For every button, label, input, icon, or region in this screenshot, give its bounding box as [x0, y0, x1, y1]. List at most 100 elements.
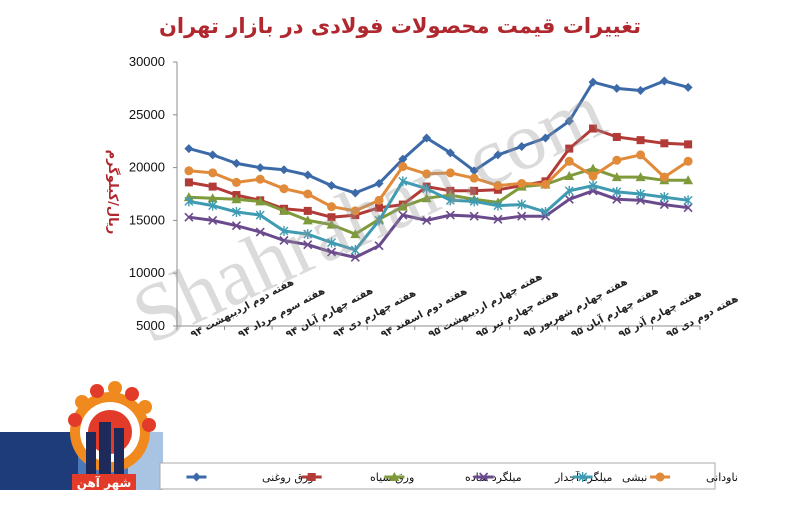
data-point — [588, 163, 599, 173]
data-point — [636, 150, 646, 160]
data-point — [422, 133, 432, 143]
data-point — [683, 156, 693, 166]
legend-marker — [655, 472, 665, 482]
series-line — [188, 167, 689, 236]
data-point — [327, 181, 337, 191]
data-point — [303, 170, 313, 180]
data-point — [612, 194, 622, 204]
data-point — [208, 200, 218, 211]
data-point — [398, 154, 408, 164]
data-point — [517, 211, 527, 221]
data-point — [564, 194, 574, 204]
y-axis-ticks: 5000 10000 15000 20000 25000 30000 — [129, 54, 177, 333]
legend-marker — [578, 472, 588, 482]
data-point — [398, 210, 408, 220]
data-point — [636, 189, 646, 199]
data-point — [445, 148, 455, 158]
data-point — [350, 229, 361, 239]
y-tick-label: 5000 — [136, 318, 165, 333]
data-point — [374, 195, 384, 205]
data-point — [469, 166, 479, 176]
y-tick-label: 15000 — [129, 212, 165, 227]
data-point — [493, 181, 503, 191]
data-point — [208, 150, 218, 160]
data-point — [303, 189, 313, 199]
data-point — [611, 172, 622, 182]
data-point — [540, 179, 550, 189]
data-point — [659, 199, 669, 210]
data-point — [327, 213, 336, 222]
data-point — [493, 214, 503, 224]
data-point — [397, 201, 408, 211]
data-point — [445, 210, 455, 220]
logo: شهر آهن — [0, 381, 163, 490]
data-point — [184, 166, 194, 176]
data-point — [303, 240, 313, 250]
legend-marker — [191, 472, 201, 482]
data-point — [659, 76, 669, 86]
data-point — [421, 193, 432, 203]
legend-item: ناودانی — [650, 471, 738, 484]
data-point — [255, 163, 265, 173]
data-point — [683, 175, 694, 185]
data-point — [635, 172, 646, 182]
y-axis-label: ریال/کیلوگرم — [105, 150, 121, 235]
data-point — [279, 184, 289, 194]
data-point — [422, 169, 432, 179]
data-point — [588, 171, 598, 181]
data-point — [470, 186, 479, 195]
legend-label: نبشی — [622, 471, 647, 484]
data-point — [231, 177, 241, 187]
data-point — [255, 227, 265, 237]
series-4 — [184, 176, 693, 255]
data-point — [350, 188, 360, 198]
data-point — [255, 174, 265, 184]
data-point — [660, 139, 669, 148]
data-point — [612, 132, 621, 141]
x-tick-label: هفته چهارم دی ۹۴ — [332, 288, 418, 341]
series-group — [183, 76, 694, 262]
data-point — [398, 162, 408, 172]
data-point — [445, 190, 456, 200]
data-point — [564, 185, 574, 196]
data-point — [279, 165, 289, 175]
data-point — [636, 86, 646, 96]
legend-marker — [479, 472, 489, 482]
data-point — [517, 178, 527, 188]
data-point — [422, 215, 432, 225]
data-point — [636, 136, 645, 145]
data-point — [683, 203, 693, 213]
data-point — [684, 140, 693, 149]
legend-box — [159, 462, 716, 490]
data-point — [278, 205, 289, 215]
data-point — [564, 171, 575, 181]
data-point — [517, 199, 527, 210]
series-5 — [184, 150, 693, 216]
legend-marker — [389, 472, 400, 481]
y-tick-label: 30000 — [129, 54, 165, 69]
data-point — [350, 206, 360, 216]
logo-band-dark — [0, 432, 78, 490]
data-point — [445, 195, 455, 206]
data-point — [564, 116, 574, 126]
data-point — [350, 244, 360, 255]
data-point — [350, 252, 360, 262]
x-tick-label: هفته چهارم تیر ۹۵ — [474, 288, 560, 341]
logo-buildings-icon — [86, 422, 124, 478]
data-point — [231, 221, 241, 231]
series-line — [188, 189, 689, 259]
data-point — [327, 202, 337, 212]
data-point — [659, 172, 669, 182]
data-point — [231, 194, 242, 204]
data-point — [374, 178, 384, 188]
data-point — [207, 193, 218, 203]
data-point — [493, 150, 503, 160]
data-point — [302, 215, 313, 225]
logo-text: شهر آهن — [77, 475, 132, 490]
data-point — [612, 186, 622, 197]
series-3 — [184, 186, 693, 262]
data-point — [612, 155, 622, 165]
data-point — [398, 176, 408, 187]
data-point — [231, 206, 241, 217]
